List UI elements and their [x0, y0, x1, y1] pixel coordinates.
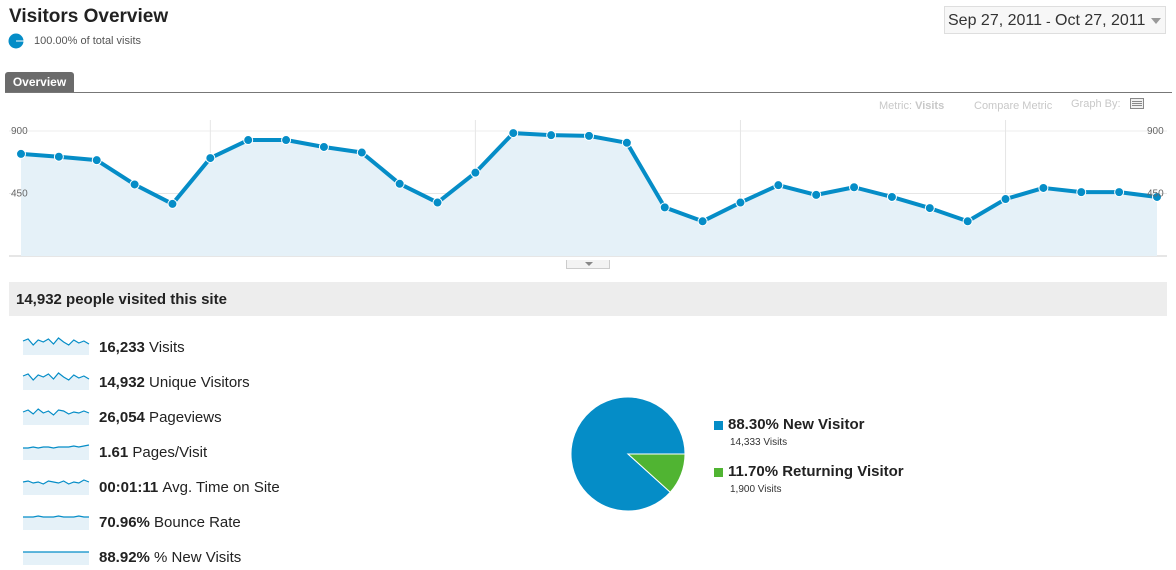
- y-tick-label-right: 900: [1147, 126, 1164, 137]
- date-separator: -: [1046, 13, 1051, 29]
- data-point: [508, 128, 519, 139]
- date-range-picker[interactable]: Sep 27, 2011 - Oct 27, 2011: [944, 6, 1166, 34]
- data-point: [735, 197, 746, 208]
- metric-value: 70.96% Bounce Rate: [99, 514, 241, 531]
- data-point: [318, 141, 329, 152]
- data-point: [697, 216, 708, 227]
- data-point: [1114, 187, 1125, 198]
- data-point: [1038, 182, 1049, 193]
- metric-selector[interactable]: Metric: Visits: [879, 100, 944, 112]
- metric-value: 88.92% % New Visits: [99, 549, 242, 566]
- chevron-down-icon[interactable]: [1151, 18, 1161, 24]
- metric-value: 00:01:11 Avg. Time on Site: [99, 479, 280, 496]
- data-point: [962, 216, 973, 227]
- metric-label: Metric:: [879, 100, 912, 112]
- data-point: [129, 179, 140, 190]
- data-point: [546, 130, 557, 141]
- data-point: [584, 130, 594, 141]
- collapse-chart-button[interactable]: [566, 260, 610, 269]
- legend-label: 88.30% New Visitor: [728, 416, 865, 433]
- data-point: [243, 135, 254, 146]
- data-point: [886, 191, 897, 202]
- y-tick-label: 450: [11, 189, 28, 200]
- pie-percent-icon: [8, 33, 24, 49]
- metric-label: Bounce Rate: [149, 514, 241, 531]
- legend-sub: 1,900 Visits: [730, 484, 782, 495]
- calendar-icon[interactable]: [1130, 98, 1144, 109]
- sparkline: [22, 372, 90, 390]
- data-point: [16, 148, 26, 159]
- sparkline: [23, 444, 90, 460]
- data-point: [470, 167, 481, 178]
- legend-sub: 14,333 Visits: [730, 437, 788, 448]
- page-title: Visitors Overview: [9, 6, 169, 27]
- metric-value[interactable]: Visits: [915, 100, 945, 112]
- metric-label: Avg. Time on Site: [158, 479, 280, 496]
- date-end: Oct 27, 2011: [1055, 12, 1146, 29]
- pie-slice[interactable]: [626, 453, 686, 493]
- metric-label: % New Visits: [149, 549, 242, 566]
- y-tick-label-right: 450: [1147, 189, 1164, 200]
- tab-overview[interactable]: Overview: [5, 72, 74, 93]
- legend-swatch: [714, 468, 723, 477]
- data-point: [205, 153, 216, 164]
- data-point: [281, 135, 292, 146]
- data-point: [849, 182, 860, 193]
- metric-label: Visits: [144, 339, 185, 356]
- area-fill: [21, 133, 1157, 256]
- metric-value: 26,054 Pageviews: [99, 409, 222, 426]
- data-point: [167, 198, 178, 209]
- tab-divider: [5, 92, 1172, 93]
- data-point: [356, 147, 367, 158]
- visitor-type-pie-chart: [570, 396, 686, 512]
- sparkline: [22, 479, 90, 495]
- data-point: [1000, 194, 1011, 205]
- metric-value: 1.61 Pages/Visit: [99, 444, 208, 461]
- data-point: [659, 202, 670, 213]
- sparkline: [23, 551, 89, 565]
- metric-label: Pageviews: [144, 409, 222, 426]
- sparkline: [23, 515, 89, 530]
- data-point: [1076, 187, 1087, 198]
- metric-label: Unique Visitors: [144, 374, 250, 391]
- legend-swatch: [714, 421, 723, 430]
- y-tick-label: 900: [11, 126, 28, 137]
- data-point: [394, 178, 405, 189]
- sparkline: [22, 337, 90, 355]
- chevron-down-icon: [585, 262, 593, 266]
- summary-text: 14,932 people visited this site: [16, 291, 227, 308]
- percent-of-total: 100.00% of total visits: [34, 35, 142, 47]
- graph-by-label: Graph By:: [1071, 98, 1121, 110]
- data-point: [773, 180, 784, 191]
- metric-label: Pages/Visit: [128, 444, 208, 461]
- compare-metric-link[interactable]: Compare Metric: [974, 100, 1053, 112]
- data-point: [621, 137, 632, 148]
- summary-bar: 14,932 people visited this site: [9, 282, 1167, 316]
- data-point: [432, 197, 443, 208]
- metric-value: 16,233 Visits: [99, 339, 185, 356]
- data-point: [53, 151, 64, 162]
- data-point: [91, 155, 102, 166]
- visits-line-chart: Oct 2Oct 9Oct 16Oct 23900450900450: [9, 120, 1167, 257]
- data-point: [811, 189, 822, 200]
- metric-value: 14,932 Unique Visitors: [99, 374, 250, 391]
- date-start: Sep 27, 2011: [948, 12, 1043, 29]
- legend-label: 11.70% Returning Visitor: [728, 463, 904, 480]
- sparkline: [22, 408, 90, 425]
- data-point: [924, 203, 935, 214]
- data-point: [1152, 191, 1162, 202]
